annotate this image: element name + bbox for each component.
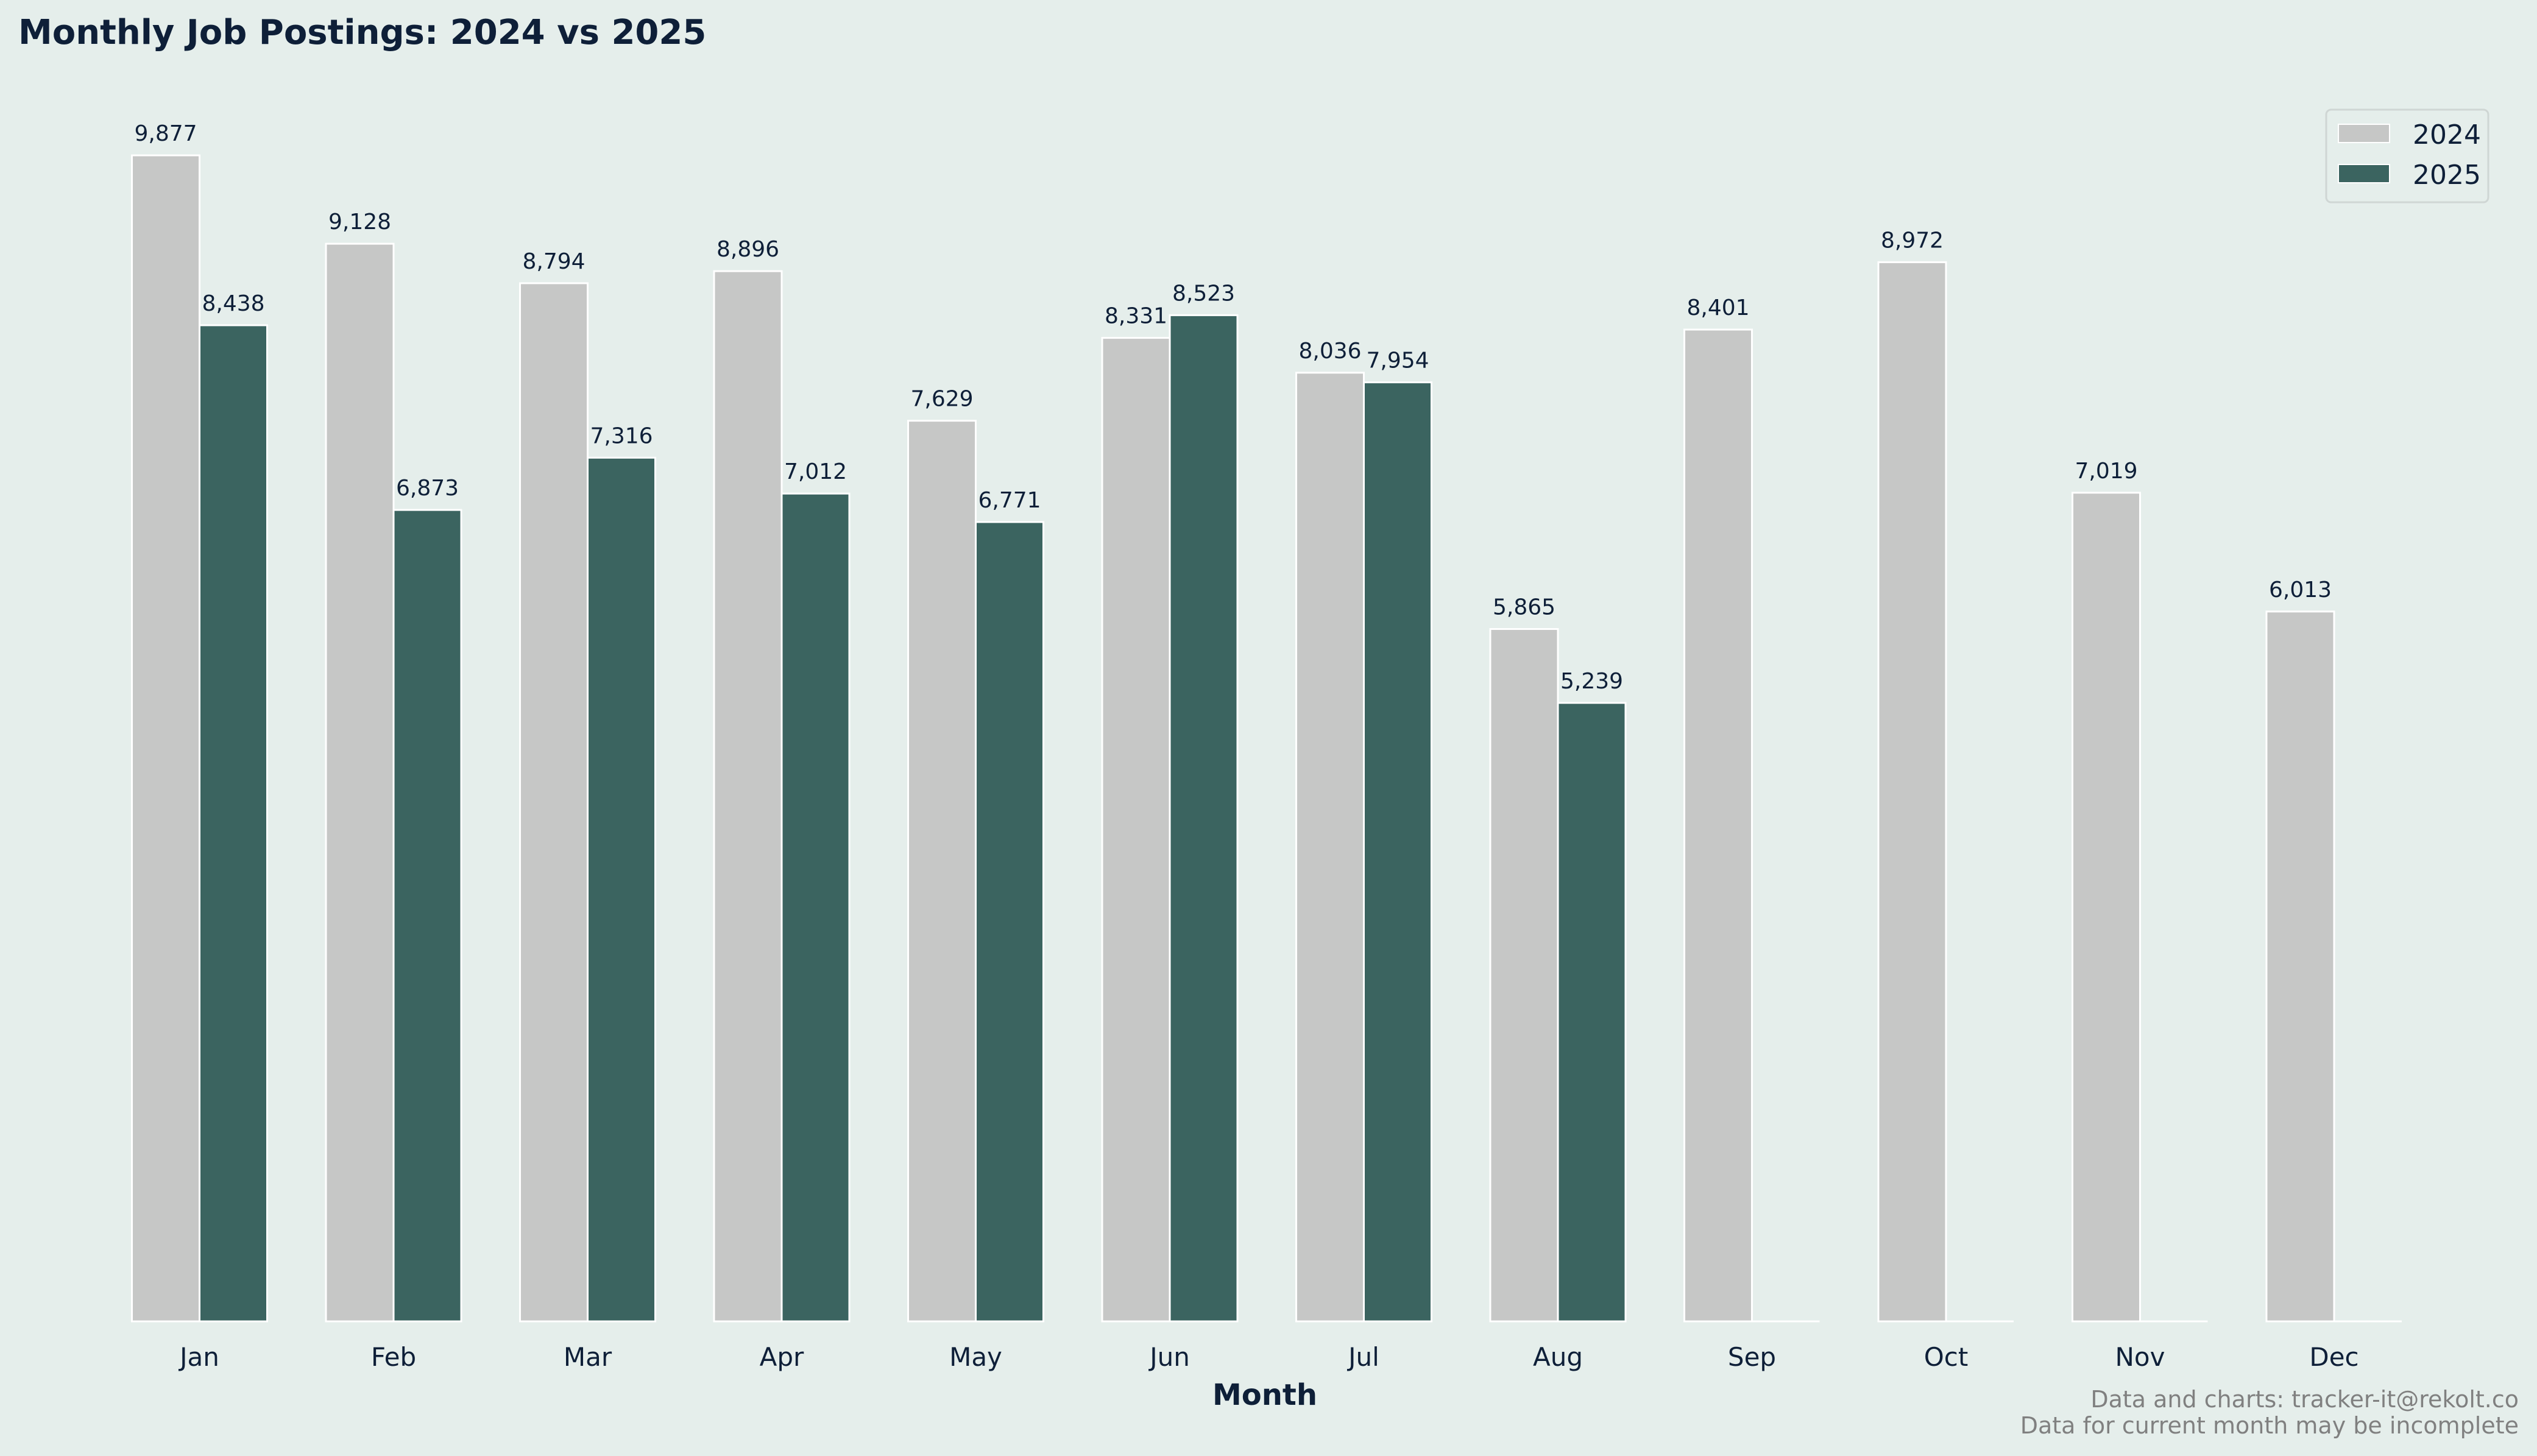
bar-2025-jan	[199, 324, 268, 1323]
footer-note: Data for current month may be incomplete	[2020, 1412, 2519, 1439]
x-tick-mar: Mar	[564, 1342, 612, 1372]
bar-2025-jun	[1169, 314, 1239, 1323]
x-tick-jun: Jun	[1148, 1342, 1190, 1372]
value-label-2024-may: 7,629	[910, 387, 973, 412]
value-label-2024-apr: 8,896	[717, 237, 779, 262]
bar-2024-dec	[2265, 610, 2335, 1323]
bars-layer	[131, 154, 2402, 1323]
bar-2024-oct	[1877, 261, 1947, 1323]
bar-2024-aug	[1489, 628, 1559, 1323]
value-label-2024-jul: 8,036	[1298, 339, 1361, 364]
legend-swatch-2025	[2338, 164, 2390, 183]
bar-2024-feb	[325, 242, 395, 1323]
value-labels-layer: 9,877 8,438 9,128 6,873 8,794 7,316 8,896 7,012…	[134, 121, 2332, 694]
legend-label-2025: 2025	[2413, 160, 2481, 191]
value-label-2025-aug: 5,239	[1560, 669, 1623, 694]
bar-2024-mar	[519, 282, 589, 1323]
bar-2025-mar	[587, 456, 656, 1323]
bar-2024-may	[907, 420, 977, 1323]
x-axis-label: Month	[1212, 1378, 1317, 1412]
x-tick-aug: Aug	[1533, 1342, 1583, 1372]
value-label-2024-nov: 7,019	[2075, 459, 2137, 484]
value-label-2024-aug: 5,865	[1493, 595, 1555, 620]
bar-2025-jul	[1363, 381, 1432, 1323]
x-tick-may: May	[949, 1342, 1002, 1372]
bar-2025-aug	[1557, 702, 1627, 1323]
value-label-2024-oct: 8,972	[1881, 228, 1944, 253]
value-label-2025-jul: 7,954	[1366, 348, 1429, 373]
legend-swatch-2024	[2338, 124, 2390, 143]
bar-2025-apr	[780, 492, 851, 1323]
bar-2024-nov	[2072, 492, 2141, 1323]
x-axis-tick-labels: Jan Feb Mar Apr May Jun Jul Aug Sep Oct Nov Dec	[178, 1342, 2359, 1372]
value-label-2025-mar: 7,316	[590, 423, 653, 448]
value-label-2024-sep: 8,401	[1686, 295, 1749, 320]
bar-2025-feb	[392, 509, 462, 1323]
legend-label-2024: 2024	[2413, 119, 2481, 150]
value-label-2024-jun: 8,331	[1105, 304, 1167, 329]
x-tick-oct: Oct	[1924, 1342, 1969, 1372]
value-label-2025-may: 6,771	[978, 488, 1041, 513]
value-label-2024-mar: 8,794	[522, 249, 585, 274]
bar-2024-apr	[713, 270, 783, 1323]
x-tick-nov: Nov	[2115, 1342, 2165, 1372]
footer-credit: Data and charts: tracker-it@rekolt.co	[2090, 1386, 2519, 1413]
bar-2024-jun	[1101, 337, 1171, 1323]
value-label-2025-jun: 8,523	[1172, 281, 1235, 306]
x-tick-sep: Sep	[1728, 1342, 1776, 1372]
x-tick-dec: Dec	[2309, 1342, 2358, 1372]
bar-2024-jan	[131, 154, 200, 1323]
x-tick-apr: Apr	[760, 1342, 804, 1372]
value-label-2024-dec: 6,013	[2269, 578, 2332, 603]
chart-title: Monthly Job Postings: 2024 vs 2025	[18, 13, 706, 52]
bar-2025-may	[975, 521, 1044, 1323]
legend[interactable]: 2024 2025	[2325, 108, 2489, 203]
value-label-2024-jan: 9,877	[134, 121, 197, 146]
bar-2024-jul	[1295, 372, 1365, 1323]
bar-2024-sep	[1683, 328, 1753, 1323]
x-tick-jul: Jul	[1346, 1342, 1379, 1372]
x-tick-jan: Jan	[178, 1342, 219, 1372]
value-label-2025-apr: 7,012	[784, 459, 847, 484]
value-label-2024-feb: 9,128	[328, 210, 391, 235]
value-label-2025-jan: 8,438	[202, 291, 264, 316]
value-label-2025-feb: 6,873	[396, 476, 459, 501]
x-tick-feb: Feb	[371, 1342, 416, 1372]
